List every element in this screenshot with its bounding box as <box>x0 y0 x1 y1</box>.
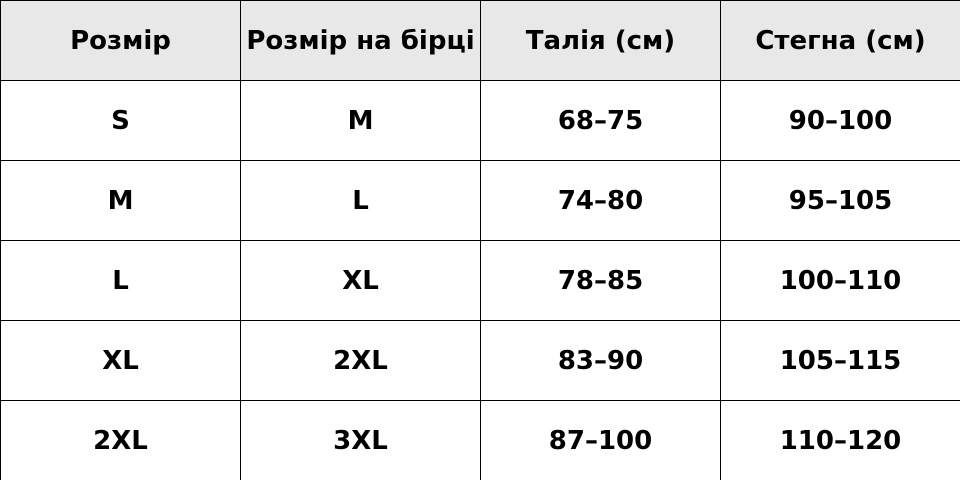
header-cell: Талія (см) <box>480 0 720 80</box>
header-cell: Розмір на бірці <box>240 0 480 80</box>
header-cell: Розмір <box>0 0 240 80</box>
table-cell: 95–105 <box>720 160 960 240</box>
table-cell: 68–75 <box>480 80 720 160</box>
table-cell: XL <box>240 240 480 320</box>
table-cell: XL <box>0 320 240 400</box>
table-cell: 105–115 <box>720 320 960 400</box>
table-cell: 74–80 <box>480 160 720 240</box>
table-cell: M <box>0 160 240 240</box>
table-cell: M <box>240 80 480 160</box>
table-cell: L <box>0 240 240 320</box>
table-cell: 100–110 <box>720 240 960 320</box>
table-cell: 83–90 <box>480 320 720 400</box>
table-cell: 87–100 <box>480 400 720 480</box>
table-cell: L <box>240 160 480 240</box>
table-cell: 3XL <box>240 400 480 480</box>
table-cell: 78–85 <box>480 240 720 320</box>
table-cell: 110–120 <box>720 400 960 480</box>
table-cell: 2XL <box>240 320 480 400</box>
header-cell: Стегна (см) <box>720 0 960 80</box>
table-cell: S <box>0 80 240 160</box>
table-cell: 2XL <box>0 400 240 480</box>
table-cell: 90–100 <box>720 80 960 160</box>
